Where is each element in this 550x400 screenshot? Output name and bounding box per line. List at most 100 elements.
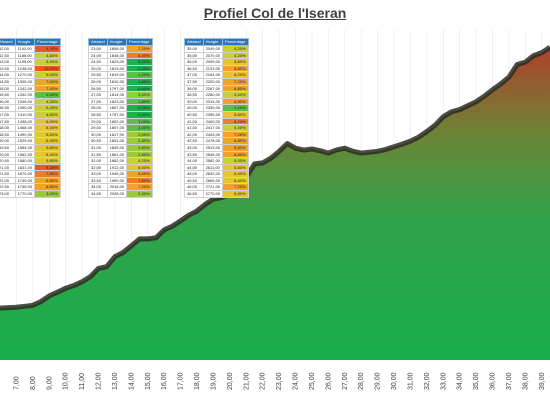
percentage-cell: 2,00% bbox=[126, 130, 153, 139]
percentage-cell: 7,20% bbox=[222, 130, 249, 139]
x-tick-label: 31,00 bbox=[407, 372, 414, 390]
distance-cell: 22,00 bbox=[0, 176, 16, 185]
table-row: 15,00 1342,00 7,40% bbox=[0, 84, 61, 93]
table-row: 31,50 1861,00 2,80% bbox=[88, 150, 153, 159]
altitude-cell: 1342,00 bbox=[14, 84, 36, 93]
x-tick-label: 20,00 bbox=[227, 372, 234, 390]
altitude-cell: 2330,00 bbox=[202, 104, 224, 112]
table-row: 22,00 1740,00 6,80% bbox=[0, 176, 61, 185]
profile-area bbox=[0, 47, 550, 360]
percentage-cell: 5,40% bbox=[34, 58, 61, 66]
percentage-cell: 1,00% bbox=[126, 124, 153, 132]
percentage-cell: 1,20% bbox=[222, 104, 249, 112]
x-tick-label: 39,00 bbox=[539, 372, 546, 390]
percentage-cell: -2,00% bbox=[126, 110, 153, 119]
percentage-cell: -3,20% bbox=[126, 104, 153, 112]
x-tick-label: 36,00 bbox=[490, 372, 497, 390]
table-row: 41,00 2400,00 8,20% bbox=[184, 117, 249, 126]
x-tick-label: 34,00 bbox=[457, 372, 464, 390]
profile-ridge-line bbox=[0, 45, 550, 311]
distance-cell: 46,00 bbox=[184, 183, 204, 192]
x-tick-label: 26,00 bbox=[325, 372, 332, 390]
table-row: 20,50 1580,00 5,80% bbox=[0, 157, 61, 165]
table-row: 12,50 1186,00 4,80% bbox=[0, 51, 61, 60]
percentage-cell: 6,20% bbox=[222, 71, 249, 79]
distance-cell: 46,50 bbox=[184, 190, 204, 198]
x-tick-label: 10,00 bbox=[63, 372, 70, 390]
percentage-cell: 7,00% bbox=[34, 77, 61, 86]
table-row: 43,00 2513,00 6,80% bbox=[184, 143, 249, 152]
percentage-cell: 6,40% bbox=[34, 124, 61, 132]
distance-cell: 21,50 bbox=[0, 170, 16, 178]
distance-cell: 12,00 bbox=[0, 45, 16, 53]
percentage-cell: 1,20% bbox=[126, 71, 153, 79]
percentage-cell: 5,80% bbox=[222, 163, 249, 172]
altitude-cell: 1186,00 bbox=[14, 51, 36, 60]
distance-cell: 37,50 bbox=[184, 77, 204, 86]
altitude-cell: 1797,00 bbox=[106, 84, 128, 93]
distance-cell: 31,50 bbox=[88, 150, 108, 159]
percentage-cell: 6,60% bbox=[222, 150, 249, 159]
data-table-1: Afstand Hoogte Percentage 12,00 1142,00 9,20%… bbox=[0, 38, 61, 198]
distance-cell: 26,00 bbox=[88, 77, 108, 86]
percentage-cell: 6,00% bbox=[126, 163, 153, 172]
x-tick-label: 33,00 bbox=[440, 372, 447, 390]
x-tick-label: 17,00 bbox=[178, 372, 185, 390]
x-tick-label: 14,00 bbox=[128, 372, 135, 390]
distance-cell: 38,50 bbox=[184, 91, 204, 99]
distance-cell: 28,00 bbox=[88, 104, 108, 112]
table-row: 23,50 1806,00 7,20% bbox=[88, 45, 153, 53]
distance-cell: 27,50 bbox=[88, 97, 108, 106]
distance-cell: 34,00 bbox=[88, 183, 108, 192]
altitude-cell: 1348,00 bbox=[14, 97, 36, 106]
altitude-cell: 2632,00 bbox=[202, 170, 224, 178]
altitude-cell: 1468,00 bbox=[14, 124, 36, 132]
distance-cell: 43,50 bbox=[184, 150, 204, 159]
altitude-cell: 1861,00 bbox=[106, 150, 128, 159]
altitude-cell: 1554,00 bbox=[14, 143, 36, 152]
table-row: 42,00 2443,00 7,20% bbox=[184, 130, 249, 139]
percentage-cell: 5,80% bbox=[222, 110, 249, 119]
table-row: 42,50 2478,00 6,80% bbox=[184, 137, 249, 145]
distance-cell: 30,00 bbox=[88, 130, 108, 139]
percentage-cell: -5,00% bbox=[126, 58, 153, 66]
altitude-cell: 2049,00 bbox=[202, 45, 224, 53]
table-row: 19,50 1554,00 5,80% bbox=[0, 143, 61, 152]
percentage-cell: 7,80% bbox=[34, 170, 61, 178]
distance-cell: 36,50 bbox=[184, 64, 204, 73]
altitude-cell: 2665,00 bbox=[202, 176, 224, 185]
table-row: 25,50 1819,00 1,20% bbox=[88, 71, 153, 79]
table-row: 40,50 2359,00 5,80% bbox=[184, 110, 249, 119]
table-row: 35,00 2049,00 4,20% bbox=[184, 45, 249, 53]
percentage-cell: 0,00% bbox=[34, 91, 61, 99]
percentage-cell: 4,80% bbox=[34, 51, 61, 60]
distance-cell: 35,50 bbox=[184, 51, 204, 60]
percentage-cell: 6,40% bbox=[34, 150, 61, 159]
percentage-cell: 6,60% bbox=[126, 170, 153, 178]
altitude-cell: 2016,00 bbox=[106, 183, 128, 192]
percentage-cell: 6,40% bbox=[34, 137, 61, 145]
percentage-cell: 6,80% bbox=[222, 64, 249, 73]
distance-cell: 15,00 bbox=[0, 84, 16, 93]
altitude-cell: 2359,00 bbox=[202, 110, 224, 119]
distance-cell: 14,00 bbox=[0, 71, 16, 79]
altitude-cell: 1490,00 bbox=[14, 130, 36, 139]
percentage-cell: 7,20% bbox=[126, 45, 153, 53]
table-header-cell: Percentage bbox=[222, 38, 249, 46]
distance-cell: 29,50 bbox=[88, 124, 108, 132]
altitude-cell: 2164,00 bbox=[202, 71, 224, 79]
distance-cell: 44,50 bbox=[184, 163, 204, 172]
altitude-cell: 1817,00 bbox=[106, 130, 128, 139]
altitude-cell: 1342,00 bbox=[14, 91, 36, 99]
table-header-cell: Hoogte bbox=[106, 38, 128, 46]
table-row: 17,00 1410,00 4,60% bbox=[0, 110, 61, 119]
table-header-cell: Hoogte bbox=[202, 38, 224, 46]
table-row: 17,50 1438,00 6,00% bbox=[0, 117, 61, 126]
table-row: 12,00 1142,00 9,20% bbox=[0, 45, 61, 53]
table-row: 26,00 1810,00 -1,80% bbox=[88, 77, 153, 86]
percentage-cell: 6,80% bbox=[222, 84, 249, 93]
altitude-cell: 1305,00 bbox=[14, 77, 36, 86]
table-row: 38,50 2280,00 4,40% bbox=[184, 91, 249, 99]
table-header-cell: Afstand bbox=[184, 38, 204, 46]
